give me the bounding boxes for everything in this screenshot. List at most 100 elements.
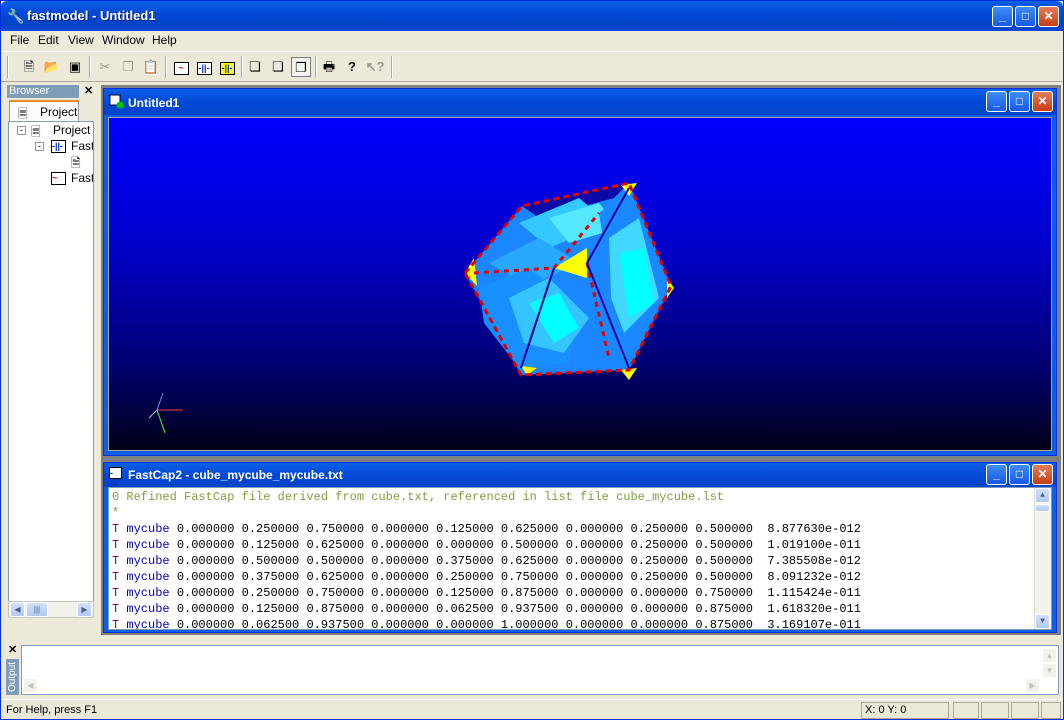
browser-pane: Browser ✕ 🗏 Project - 🗏 Project - -||- F… [7,85,95,623]
capacitor-button[interactable]: -||- [194,57,214,77]
menu-edit[interactable]: Edit [38,33,59,47]
status-coords: X: 0 Y: 0 [861,702,949,719]
menu-bar: File Edit View Window Help [1,31,1063,50]
mesh-edge [586,262,630,369]
view-window: Untitled1 _ □ ✕ [103,88,1057,456]
view-document-icon [109,94,124,109]
scroll-right-icon[interactable]: ▶ [77,602,92,617]
menu-window[interactable]: Window [102,33,145,47]
cut-icon: ✂ [99,59,111,74]
mesh-panel [619,248,654,318]
cube-solid-button[interactable]: ❏ [245,57,265,77]
collapse-icon[interactable]: - [35,142,44,151]
scroll-down-icon[interactable]: ▼ [1035,614,1050,629]
header-line: 0 Refined FastCap file derived from cube… [112,490,725,504]
table-row: T mycube 0.000000 0.500000 0.500000 0.00… [112,554,861,568]
close-icon: ✕ [1043,9,1054,23]
mesh-edge [585,262,611,359]
mesh-panel [489,238,579,286]
view-window-titlebar[interactable]: Untitled1 _ □ ✕ [104,89,1056,115]
paste-button[interactable]: 📋 [141,57,161,77]
scroll-left-icon[interactable]: ◀ [23,678,38,693]
text-vertical-scrollbar[interactable]: ▲ ▼ [1034,488,1051,629]
text-close-button[interactable]: ✕ [1032,464,1053,485]
text-window-title: FastCap2 - cube_mycube_mycube.txt [128,468,343,482]
text-editor[interactable]: 0 Refined FastCap file derived from cube… [108,487,1052,630]
project-icon: 🗏 [18,107,28,121]
title-bar[interactable]: 🔧 fastmodel - Untitled1 _ □ ✕ [1,1,1063,31]
scroll-right-icon[interactable]: ▶ [1025,678,1040,693]
scroll-left-icon[interactable]: ◀ [10,602,25,617]
resize-grip[interactable] [1041,702,1061,719]
3d-viewport[interactable] [108,117,1052,451]
cube-shaded-button[interactable]: ❐ [291,57,311,77]
text-minimize-button[interactable]: _ [986,464,1007,485]
cut-button[interactable]: ✂ [95,57,115,77]
save-button[interactable]: ▣ [65,57,85,77]
help-icon: ? [348,59,356,74]
capacitor-doc-icon: -||- [109,467,124,489]
browser-header: Browser [7,85,79,98]
corner-triangle [554,248,587,278]
minimize-icon: _ [993,467,1000,481]
tree-item-fastcap[interactable]: Fast [71,139,94,153]
file-icon[interactable]: 🗎 [71,156,81,170]
mdi-client-area: Untitled1 _ □ ✕ [101,85,1061,635]
capacitor-yellow-button[interactable]: -||- [217,57,237,77]
status-bar: For Help, press F1 X: 0 Y: 0 [1,699,1063,719]
status-panel [981,702,1009,719]
scroll-down-icon[interactable]: ▼ [1042,663,1057,678]
tree-root-label[interactable]: Project [53,123,91,137]
resistor-icon: ~ [173,62,189,75]
close-button[interactable]: ✕ [1038,6,1059,27]
minimize-icon: _ [993,94,1000,108]
menu-view[interactable]: View [68,33,94,47]
resistor-button[interactable]: ~ [171,57,191,77]
view-maximize-button[interactable]: □ [1009,91,1030,112]
corner-triangle [521,366,537,375]
tab-project-label: Project [40,105,78,119]
scroll-thumb[interactable]: ||| [26,602,48,617]
view-minimize-button[interactable]: _ [986,91,1007,112]
text-maximize-button[interactable]: □ [1009,464,1030,485]
toolbar-separator [89,56,91,78]
menu-help[interactable]: Help [152,33,177,47]
tree-horizontal-scrollbar[interactable]: ◀ ||| ▶ [8,601,94,618]
paste-icon: 📋 [142,59,160,74]
text-window-titlebar[interactable]: -||- FastCap2 - cube_mycube_mycube.txt _… [104,463,1056,489]
context-help-button[interactable]: ↖? [365,57,385,77]
tree-root-icon: 🗏 [31,125,41,139]
new-button[interactable]: 🗎 [19,57,39,77]
minimize-button[interactable]: _ [992,6,1013,27]
table-row: T mycube 0.000000 0.125000 0.875000 0.00… [112,602,861,616]
project-tree: - 🗏 Project - -||- Fast 🗎 ~ Fast [8,121,94,609]
tree-item-fasthenry[interactable]: Fast [71,171,94,185]
scroll-up-icon[interactable]: ▲ [1042,648,1057,663]
output-text[interactable]: ▲ ▼ ◀ ▶ [21,645,1059,695]
print-button[interactable]: 🖶 [319,57,339,77]
copy-button[interactable]: ❐ [118,57,138,77]
collapse-icon[interactable]: - [17,126,26,135]
menu-file[interactable]: File [10,33,30,47]
capacitor-yellow-icon: -||- [219,62,235,75]
view-window-title: Untitled1 [128,96,180,110]
browser-close-icon[interactable]: ✕ [84,85,94,97]
open-icon: 📂 [43,59,61,74]
status-panel [953,702,979,719]
open-button[interactable]: 📂 [42,57,62,77]
maximize-button[interactable]: □ [1015,6,1036,27]
help-button[interactable]: ? [342,57,362,77]
cube-wire-button[interactable]: ❏ [268,57,288,77]
capacitor-icon: -||- [196,62,212,75]
tab-project[interactable]: 🗏 Project [9,100,79,122]
scroll-thumb[interactable] [1035,504,1050,512]
fastcap-node-icon: -||- [51,138,66,153]
minimize-icon: _ [999,9,1006,23]
output-close-icon[interactable]: ✕ [8,644,18,656]
table-row: T mycube 0.000000 0.125000 0.625000 0.00… [112,538,861,552]
view-close-button[interactable]: ✕ [1032,91,1053,112]
scroll-up-icon[interactable]: ▲ [1035,488,1050,503]
output-side: ✕ Output [5,641,19,697]
wrench-icon: 🔧 [7,8,25,24]
comment-line: * [112,506,120,520]
